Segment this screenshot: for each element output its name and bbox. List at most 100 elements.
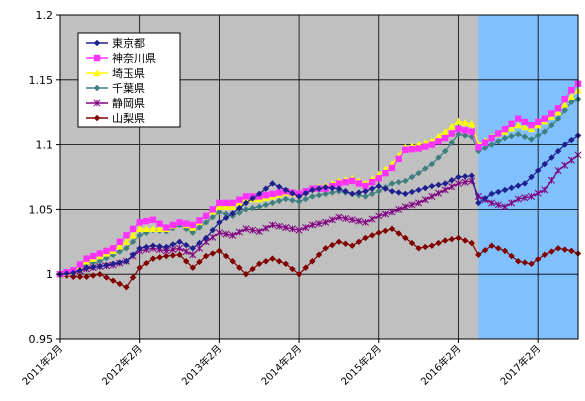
data-point [435,239,442,247]
data-point [422,143,429,150]
data-point [315,220,323,228]
data-point [262,191,270,199]
data-point [355,238,363,245]
data-point [116,248,123,255]
data-point [541,128,548,135]
data-point [136,245,143,252]
data-point [561,100,569,108]
data-point [362,193,369,200]
x-tick-label: 2017年2月 [497,342,543,388]
data-point [441,127,449,135]
data-point [308,221,316,229]
data-point [302,223,310,232]
data-point [242,193,250,200]
data-point [63,270,70,277]
data-point [534,189,542,197]
data-point [568,86,575,94]
data-point [521,194,529,202]
data-point [415,199,423,207]
data-point [169,221,177,229]
data-point [182,258,190,265]
data-point [375,175,382,182]
data-point [295,271,303,278]
y-tick-label: 1.05 [29,203,54,216]
data-point [156,254,163,261]
data-point [202,252,210,260]
data-point [355,217,363,225]
data-point [501,134,509,142]
data-point [322,184,329,191]
data-point [508,132,515,140]
data-point [196,224,203,231]
data-point [109,277,117,284]
data-point [567,156,575,164]
data-point [501,203,509,211]
data-point [548,110,555,117]
data-point [76,273,84,280]
data-point [514,121,522,129]
data-point [109,260,117,268]
data-point [335,185,343,192]
data-point [136,219,143,226]
data-point [269,190,276,198]
data-point [441,134,449,142]
data-point [189,245,197,252]
data-point [441,237,449,244]
data-point [215,229,223,237]
data-point [289,265,296,273]
data-point [554,105,562,112]
data-point [554,147,562,155]
data-point [123,232,130,239]
data-point [501,186,509,194]
data-point [568,136,575,144]
data-point [90,252,97,260]
x-tick-label: 2012年2月 [99,342,145,388]
x-tick-label: 2015年2月 [338,342,384,388]
data-point [375,182,382,190]
data-point [388,208,396,216]
data-point [289,190,296,197]
data-point [342,188,349,195]
data-point [202,219,210,226]
data-point [395,189,402,196]
data-point [93,84,101,92]
data-point [567,92,576,100]
x-tick-label: 2011年2月 [19,342,65,388]
x-tick-label: 2016年2月 [418,342,464,388]
data-point [521,259,529,266]
data-point [116,259,123,266]
data-point [534,256,542,263]
data-point [395,205,403,213]
data-point [83,255,90,262]
data-point [149,225,157,233]
data-point [262,224,270,232]
data-point [561,246,568,253]
data-point [382,185,389,192]
data-point [216,247,223,255]
data-point [461,173,469,180]
data-point [242,206,250,213]
highlight-region [478,15,578,339]
data-point [196,217,203,224]
data-point [548,248,555,255]
data-point [475,199,482,207]
data-point [515,131,522,138]
data-point [402,177,409,185]
data-point [481,144,489,152]
data-point [329,184,336,192]
data-point [209,233,217,241]
data-point [541,186,549,194]
data-point [275,197,283,205]
data-point [428,242,436,249]
data-point [236,209,243,216]
data-point [93,99,101,107]
data-point [256,260,263,268]
data-point [422,243,429,251]
x-tick-label: 2013年2月 [179,342,225,388]
data-point [209,250,216,257]
data-point [408,145,416,153]
data-point [508,120,515,128]
data-point [501,125,509,133]
data-point [96,271,104,278]
